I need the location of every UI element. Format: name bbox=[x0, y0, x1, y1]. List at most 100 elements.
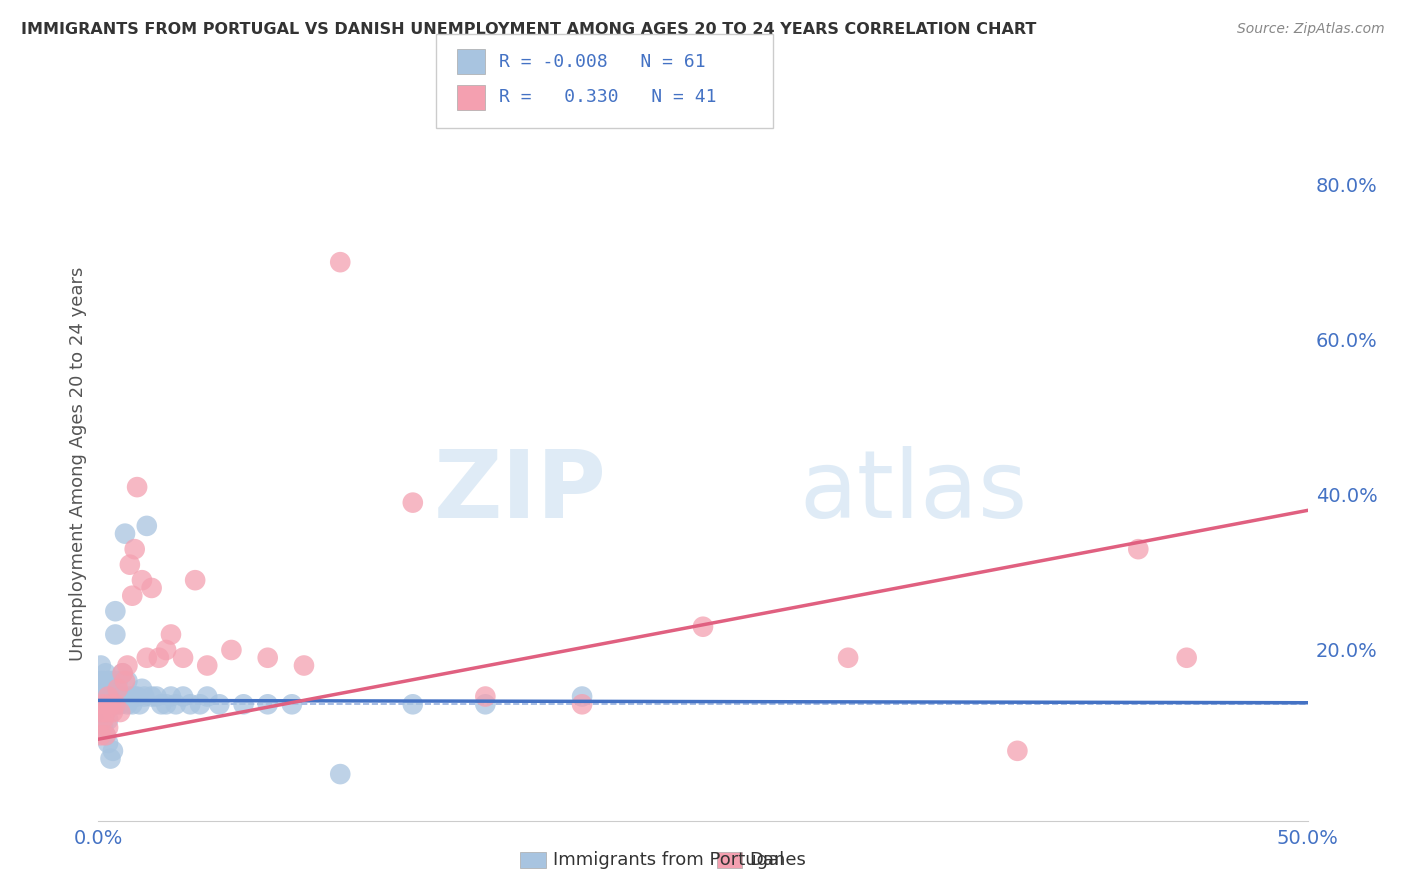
Point bbox=[188, 698, 211, 712]
Point bbox=[91, 673, 114, 688]
Point bbox=[256, 650, 278, 665]
Point bbox=[128, 698, 150, 712]
Point bbox=[131, 573, 153, 587]
Point bbox=[108, 690, 131, 704]
Point bbox=[100, 698, 122, 712]
Point bbox=[97, 673, 120, 688]
Point bbox=[195, 690, 218, 704]
Point bbox=[91, 713, 114, 727]
Point bbox=[91, 698, 114, 712]
Point bbox=[121, 698, 143, 712]
Point bbox=[221, 643, 243, 657]
Point bbox=[131, 681, 153, 696]
Point bbox=[94, 728, 117, 742]
Point bbox=[692, 620, 714, 634]
Point bbox=[195, 658, 218, 673]
Point bbox=[172, 650, 194, 665]
Point bbox=[184, 573, 207, 587]
Point bbox=[101, 681, 124, 696]
Point bbox=[90, 705, 112, 719]
Point bbox=[329, 255, 352, 269]
Point bbox=[127, 480, 149, 494]
Point bbox=[1007, 744, 1029, 758]
Point bbox=[111, 666, 134, 681]
Point bbox=[118, 558, 141, 572]
Point bbox=[108, 705, 131, 719]
Point bbox=[118, 690, 141, 704]
Point bbox=[172, 690, 194, 704]
Point bbox=[94, 666, 117, 681]
Point bbox=[94, 705, 117, 719]
Point bbox=[165, 698, 187, 712]
Text: IMMIGRANTS FROM PORTUGAL VS DANISH UNEMPLOYMENT AMONG AGES 20 TO 24 YEARS CORREL: IMMIGRANTS FROM PORTUGAL VS DANISH UNEMP… bbox=[21, 22, 1036, 37]
Point bbox=[94, 705, 117, 719]
Point bbox=[114, 526, 136, 541]
Point bbox=[1128, 542, 1150, 557]
Point bbox=[837, 650, 859, 665]
Point bbox=[135, 650, 157, 665]
Point bbox=[117, 658, 139, 673]
Point bbox=[97, 736, 120, 750]
Text: atlas: atlas bbox=[800, 446, 1028, 539]
Point bbox=[104, 698, 127, 712]
Point bbox=[474, 698, 496, 712]
Point bbox=[94, 698, 117, 712]
Point bbox=[135, 519, 157, 533]
Point bbox=[117, 698, 139, 712]
Point bbox=[145, 690, 167, 704]
Point bbox=[281, 698, 304, 712]
Point bbox=[111, 690, 134, 704]
Point bbox=[104, 604, 127, 618]
Point bbox=[292, 658, 315, 673]
Point bbox=[90, 728, 112, 742]
Text: R = -0.008   N = 61: R = -0.008 N = 61 bbox=[499, 53, 706, 70]
Point bbox=[155, 698, 177, 712]
Point bbox=[134, 690, 156, 704]
Point bbox=[101, 705, 124, 719]
Point bbox=[124, 690, 146, 704]
Point bbox=[124, 542, 146, 557]
Text: Immigrants from Portugal: Immigrants from Portugal bbox=[553, 851, 783, 869]
Y-axis label: Unemployment Among Ages 20 to 24 years: Unemployment Among Ages 20 to 24 years bbox=[69, 267, 87, 661]
Point bbox=[91, 698, 114, 712]
Point bbox=[160, 690, 183, 704]
Point bbox=[148, 650, 170, 665]
Text: Danes: Danes bbox=[749, 851, 806, 869]
Point bbox=[107, 698, 129, 712]
Point bbox=[474, 690, 496, 704]
Point bbox=[1175, 650, 1198, 665]
Point bbox=[571, 698, 593, 712]
Text: ZIP: ZIP bbox=[433, 446, 606, 539]
Point bbox=[100, 690, 122, 704]
Point bbox=[117, 673, 139, 688]
Point bbox=[94, 728, 117, 742]
Point bbox=[97, 721, 120, 735]
Point bbox=[101, 744, 124, 758]
Point bbox=[150, 698, 173, 712]
Text: R =   0.330   N = 41: R = 0.330 N = 41 bbox=[499, 88, 717, 106]
Point bbox=[179, 698, 201, 712]
Point bbox=[114, 673, 136, 688]
Point bbox=[329, 767, 352, 781]
Point bbox=[100, 673, 122, 688]
Point bbox=[90, 690, 112, 704]
Point bbox=[256, 698, 278, 712]
Point bbox=[402, 698, 425, 712]
Point bbox=[104, 627, 127, 641]
Point bbox=[100, 698, 122, 712]
Point bbox=[91, 705, 114, 719]
Point bbox=[127, 690, 149, 704]
Point bbox=[107, 673, 129, 688]
Point bbox=[97, 690, 120, 704]
Point bbox=[97, 713, 120, 727]
Point bbox=[208, 698, 231, 712]
Point bbox=[571, 690, 593, 704]
Point bbox=[160, 627, 183, 641]
Point bbox=[141, 581, 163, 595]
Point bbox=[107, 681, 129, 696]
Point bbox=[141, 690, 163, 704]
Point bbox=[155, 643, 177, 657]
Point bbox=[232, 698, 254, 712]
Point bbox=[91, 681, 114, 696]
Text: Source: ZipAtlas.com: Source: ZipAtlas.com bbox=[1237, 22, 1385, 37]
